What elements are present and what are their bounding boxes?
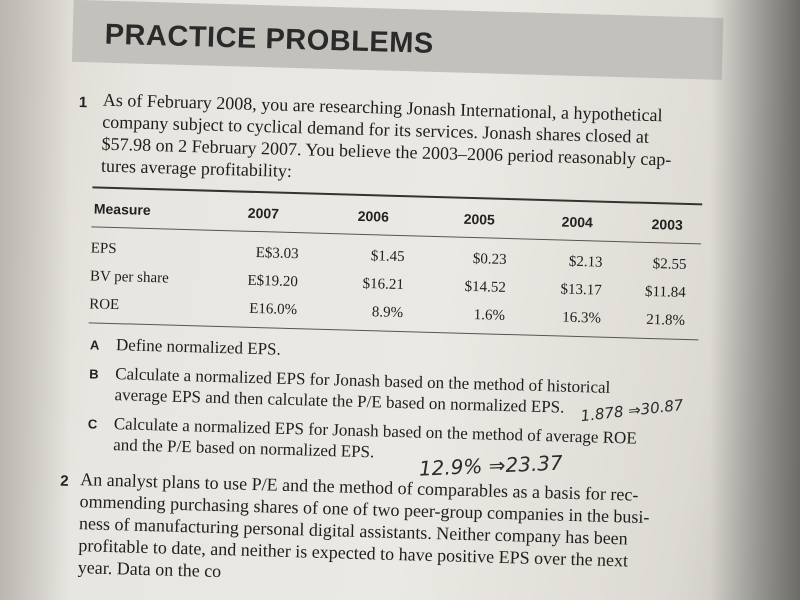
table-cell: EPS bbox=[90, 240, 117, 258]
table-cell: $13.17 bbox=[560, 281, 602, 299]
table-header-2007: 2007 bbox=[247, 204, 280, 222]
table-header-measure: Measure bbox=[93, 200, 151, 219]
table-cell: 8.9% bbox=[371, 304, 404, 322]
table-header-rule bbox=[91, 226, 702, 245]
table-header-2003: 2003 bbox=[651, 216, 684, 233]
problem-2-number: 2 bbox=[59, 472, 69, 490]
table-header-2004: 2004 bbox=[561, 213, 594, 231]
subquestion-letter-a: A bbox=[89, 337, 100, 353]
problem-1-number: 1 bbox=[78, 93, 88, 112]
table-cell: $0.23 bbox=[472, 251, 507, 268]
subquestion-letter-b: B bbox=[89, 366, 99, 382]
subquestion-a-line: Define normalized EPS. bbox=[115, 335, 282, 359]
page-shadow-left bbox=[0, 0, 70, 600]
table-header-2006: 2006 bbox=[357, 207, 390, 225]
table-cell: E16.0% bbox=[248, 300, 298, 319]
subquestion-a: Define normalized EPS. bbox=[116, 334, 281, 360]
table-cell: $16.21 bbox=[362, 275, 405, 294]
table-cell: $1.45 bbox=[370, 248, 405, 266]
table-cell: 1.6% bbox=[473, 307, 506, 324]
table-cell: 16.3% bbox=[562, 309, 602, 327]
subquestion-b: Calculate a normalized EPS for Jonash ba… bbox=[114, 363, 610, 419]
subquestion-letter-c: C bbox=[87, 416, 98, 432]
table-cell: $14.52 bbox=[464, 278, 507, 296]
table-cell: $2.55 bbox=[652, 256, 687, 274]
problem-2-text: An analyst plans to use P/E and the meth… bbox=[78, 468, 651, 594]
table-cell: ROE bbox=[88, 296, 120, 314]
problem-1-text: As of February 2008, you are researching… bbox=[101, 89, 673, 193]
table-cell: BV per share bbox=[89, 268, 170, 287]
table-cell: 21.8% bbox=[645, 311, 686, 329]
table-cell: $2.13 bbox=[568, 253, 603, 271]
page-shadow-right bbox=[710, 0, 800, 600]
table-cell: E$3.03 bbox=[255, 244, 299, 263]
table-cell: $11.84 bbox=[644, 283, 686, 302]
handwritten-note-c: 12.9% ⇒23.37 bbox=[418, 450, 564, 481]
table-header-2005: 2005 bbox=[463, 210, 496, 228]
table-cell: E$19.20 bbox=[247, 272, 299, 291]
